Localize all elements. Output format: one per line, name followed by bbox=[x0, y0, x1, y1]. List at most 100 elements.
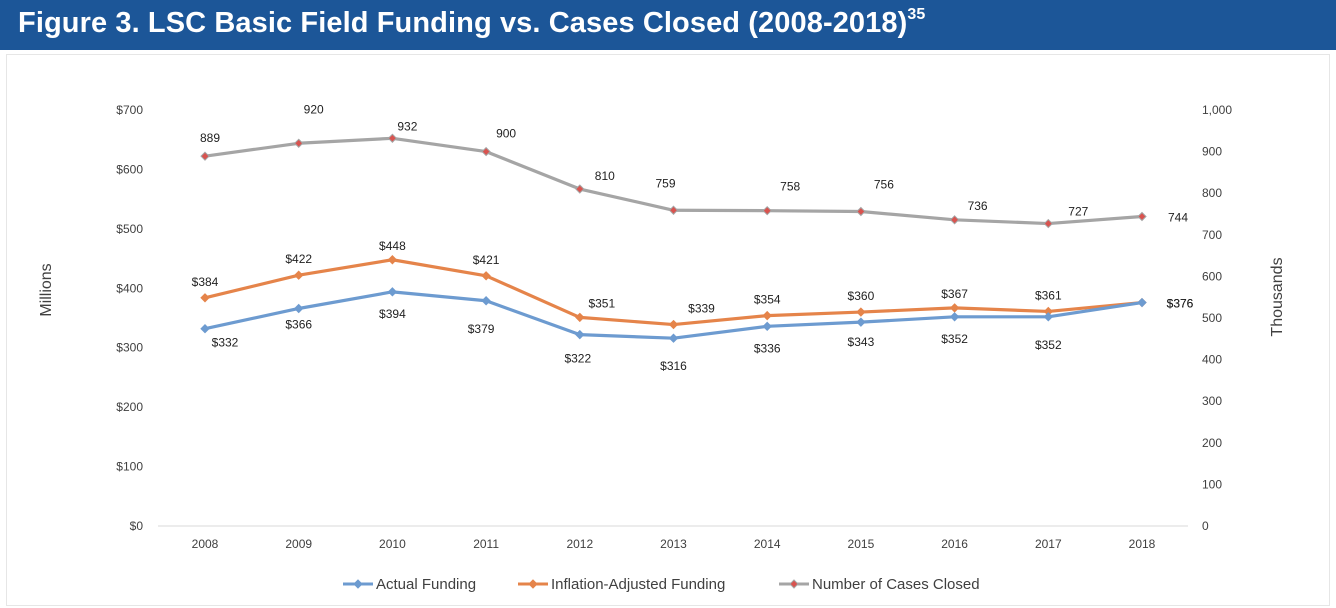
data-label: $360 bbox=[848, 289, 875, 303]
y-left-tick-label: $0 bbox=[130, 519, 144, 533]
data-label: 889 bbox=[200, 131, 220, 145]
data-label: 756 bbox=[874, 178, 894, 192]
data-label: 736 bbox=[968, 199, 988, 213]
data-label: 758 bbox=[780, 180, 800, 194]
chart-frame bbox=[6, 54, 1330, 606]
y-left-tick-label: $300 bbox=[116, 341, 143, 355]
data-label: $351 bbox=[588, 296, 615, 310]
series-point-marker bbox=[387, 255, 398, 265]
legend: Actual Funding Inflation-Adjusted Funding… bbox=[343, 576, 980, 593]
data-label: $352 bbox=[941, 332, 968, 346]
data-label: 759 bbox=[655, 176, 675, 190]
y-right-tick-label: 900 bbox=[1202, 145, 1222, 159]
y-axis-left-title: Millions bbox=[38, 263, 55, 316]
series-point-marker bbox=[762, 310, 772, 321]
legend-swatch-marker bbox=[353, 579, 363, 589]
x-tick-label: 2018 bbox=[1129, 537, 1156, 551]
data-label: $448 bbox=[379, 239, 406, 253]
series-point-marker bbox=[575, 184, 585, 194]
series-point-marker bbox=[949, 215, 960, 225]
y-right-tick-label: 400 bbox=[1202, 353, 1222, 367]
data-label: $336 bbox=[754, 341, 781, 355]
series-line bbox=[203, 258, 1144, 327]
x-tick-label: 2011 bbox=[473, 537, 499, 551]
y-right-tick-label: 200 bbox=[1202, 436, 1222, 450]
y-axis-left-ticks: $0 $100 $200 $300 $400 $500 $600 $700 bbox=[116, 103, 143, 533]
series-point-marker bbox=[200, 323, 210, 334]
data-label: $352 bbox=[1035, 338, 1062, 352]
x-tick-label: 2016 bbox=[941, 537, 968, 551]
data-label: $339 bbox=[688, 302, 715, 316]
series-point-marker bbox=[293, 303, 304, 314]
series-point-marker bbox=[668, 319, 679, 330]
series-point-marker bbox=[856, 307, 866, 317]
series-point-marker bbox=[668, 333, 679, 343]
data-label: 932 bbox=[397, 119, 417, 133]
x-tick-label: 2014 bbox=[754, 537, 781, 551]
data-label: 900 bbox=[496, 127, 516, 141]
data-label: 744 bbox=[1168, 210, 1188, 224]
series-point-marker bbox=[481, 296, 491, 306]
data-label: $361 bbox=[1035, 288, 1062, 302]
y-right-tick-label: 300 bbox=[1202, 394, 1222, 408]
series-point-marker bbox=[200, 151, 210, 161]
series-point-marker bbox=[762, 321, 772, 332]
x-tick-label: 2015 bbox=[848, 537, 875, 551]
series-line bbox=[203, 290, 1144, 340]
figure-title-bar: Figure 3. LSC Basic Field Funding vs. Ca… bbox=[0, 0, 1336, 50]
figure-title-text: Figure 3. LSC Basic Field Funding vs. Ca… bbox=[18, 7, 908, 39]
data-label: $366 bbox=[285, 317, 312, 331]
series-group bbox=[200, 133, 1147, 343]
y-right-tick-label: 700 bbox=[1202, 228, 1222, 242]
data-label: $343 bbox=[848, 335, 875, 349]
data-label: $367 bbox=[941, 287, 968, 301]
y-left-tick-label: $600 bbox=[116, 162, 143, 176]
y-left-tick-label: $700 bbox=[116, 103, 143, 117]
data-label: 920 bbox=[304, 102, 324, 116]
data-label: $379 bbox=[468, 322, 495, 336]
data-label: $316 bbox=[660, 359, 687, 373]
data-label: $421 bbox=[473, 253, 500, 267]
data-label: $354 bbox=[754, 293, 781, 307]
x-tick-label: 2008 bbox=[192, 537, 219, 551]
series-point-marker bbox=[1043, 218, 1054, 229]
series-point-marker bbox=[1043, 312, 1054, 322]
x-axis-ticks: 2008 2009 2010 2011 2012 2013 2014 2015 2016 2017… bbox=[192, 537, 1156, 551]
series-point-marker bbox=[200, 293, 210, 303]
legend-label: Inflation-Adjusted Funding bbox=[551, 576, 725, 593]
x-tick-label: 2013 bbox=[660, 537, 687, 551]
series-point-marker bbox=[481, 271, 491, 281]
y-right-tick-label: 0 bbox=[1202, 519, 1209, 533]
legend-label: Actual Funding bbox=[376, 576, 476, 593]
data-label: $384 bbox=[192, 275, 219, 289]
legend-label: Number of Cases Closed bbox=[812, 576, 980, 593]
series-point-marker bbox=[856, 317, 866, 327]
series-point-marker bbox=[387, 287, 398, 297]
legend-swatch-marker bbox=[789, 579, 799, 589]
series-point-marker bbox=[1137, 297, 1147, 308]
y-left-tick-label: $200 bbox=[116, 400, 143, 414]
figure-title: Figure 3. LSC Basic Field Funding vs. Ca… bbox=[18, 6, 925, 40]
data-label: 727 bbox=[1068, 205, 1088, 219]
y-right-tick-label: 800 bbox=[1202, 186, 1222, 200]
y-left-tick-label: $100 bbox=[116, 460, 143, 474]
data-label: 810 bbox=[595, 169, 615, 183]
data-label: $394 bbox=[379, 307, 406, 321]
series-point-marker bbox=[762, 205, 772, 216]
data-label: $322 bbox=[564, 352, 591, 366]
data-label: $376 bbox=[1167, 297, 1194, 311]
y-right-tick-label: 600 bbox=[1202, 269, 1222, 283]
y-right-tick-label: 500 bbox=[1202, 311, 1222, 325]
x-tick-label: 2017 bbox=[1035, 537, 1062, 551]
series-point-marker bbox=[949, 303, 960, 313]
series-point-marker bbox=[293, 138, 304, 148]
y-left-tick-label: $500 bbox=[116, 222, 143, 236]
series-point-marker bbox=[293, 270, 304, 280]
x-tick-label: 2012 bbox=[566, 537, 593, 551]
series-point-marker bbox=[575, 329, 585, 340]
y-axis-right-title: Thousands bbox=[1269, 257, 1286, 336]
y-left-tick-label: $400 bbox=[116, 281, 143, 295]
series-point-marker bbox=[668, 205, 679, 215]
y-right-tick-label: 100 bbox=[1202, 477, 1222, 491]
